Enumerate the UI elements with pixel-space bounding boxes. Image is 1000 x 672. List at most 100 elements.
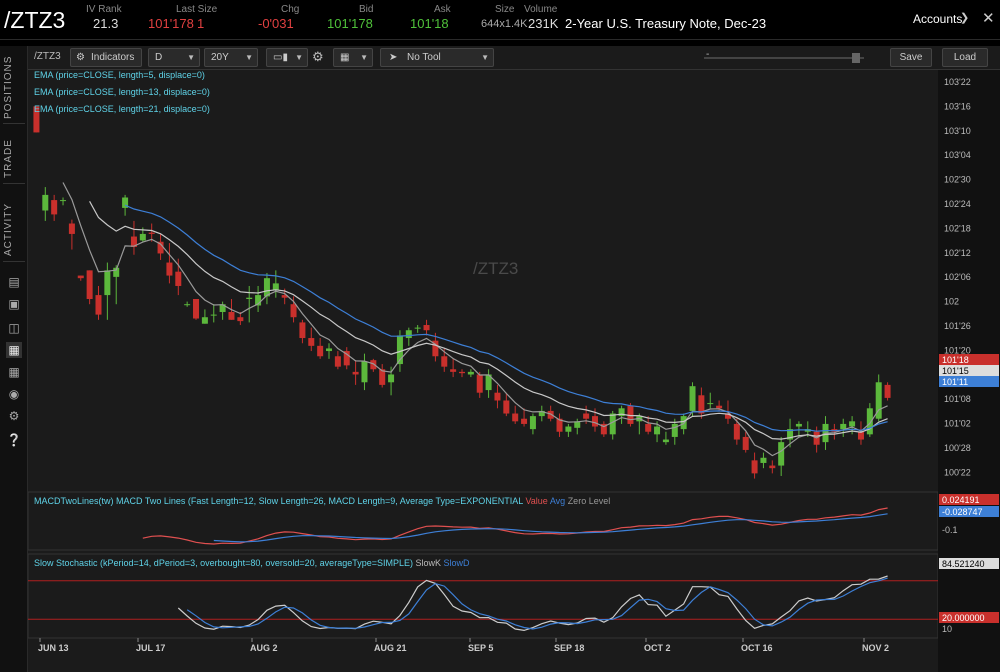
chevron-down-icon: ▼: [360, 53, 368, 62]
price-tag: [939, 365, 999, 376]
grid-icon[interactable]: ▦: [8, 365, 20, 379]
zoom-handle[interactable]: [852, 53, 860, 63]
last-size-label: Last Size: [176, 4, 218, 15]
bid-label: Bid: [359, 4, 374, 15]
ema5-label[interactable]: EMA (price=CLOSE, length=5, displace=0): [34, 70, 205, 80]
candle-body: [778, 442, 785, 466]
candle-body: [503, 400, 510, 414]
symbol-title[interactable]: /ZTZ3: [4, 7, 66, 33]
candle-body: [450, 369, 457, 372]
chevron-down-icon[interactable]: ❯: [960, 12, 970, 24]
price-axis-label: 102'12: [944, 248, 971, 258]
ema13-label[interactable]: EMA (price=CLOSE, length=13, displace=0): [34, 87, 210, 97]
candle-body: [583, 413, 590, 419]
zoom-minus[interactable]: -: [706, 49, 710, 60]
volume-label: Volume: [524, 4, 558, 15]
candle-body: [857, 431, 864, 440]
candle-body: [388, 374, 395, 383]
candle-body: [370, 360, 377, 370]
candle-body: [219, 304, 226, 313]
candle-body: [662, 439, 669, 443]
tab-activity[interactable]: ACTIVITY: [3, 198, 25, 262]
x-axis-label: OCT 2: [644, 643, 671, 653]
chevron-down-icon: ▼: [187, 53, 195, 62]
save-button[interactable]: Save: [890, 48, 932, 67]
candle-body: [95, 295, 102, 315]
price-axis-label: 101'26: [944, 321, 971, 331]
stochastic-pane: [28, 553, 939, 639]
candle-body: [68, 223, 75, 234]
zoom-slider[interactable]: [704, 57, 864, 59]
drawing-tool-select[interactable]: ➤ No Tool ▼: [380, 48, 494, 67]
stoch-axis-label: 84.521240: [942, 559, 985, 569]
tab-positions[interactable]: POSITIONS: [3, 54, 25, 124]
candle-body: [627, 405, 634, 424]
macd-title[interactable]: MACDTwoLines(tw) MACD Two Lines (Fast Le…: [34, 496, 610, 506]
price-tag-label: 101'15: [942, 366, 969, 376]
candle-body: [512, 413, 519, 422]
accounts-button[interactable]: Accounts: [913, 12, 963, 26]
macd-axis-label: -0.028747: [942, 507, 983, 517]
x-axis-label: JUN 13: [38, 643, 69, 653]
layout-select[interactable]: ▦ ▼: [333, 48, 373, 67]
aggregation-value: D: [155, 52, 163, 63]
stoch-d-line: [186, 577, 888, 630]
price-axis-label: 102'30: [944, 175, 971, 185]
macd-zero-legend: Zero Level: [567, 496, 611, 506]
candle-body: [42, 194, 49, 211]
help-icon[interactable]: ❔: [6, 433, 22, 447]
price-tag: [939, 376, 999, 387]
stoch-d-legend: SlowD: [443, 558, 470, 568]
watermark: /ZTZ3: [473, 259, 519, 278]
candle-body: [281, 295, 288, 298]
tab-trade[interactable]: TRADE: [3, 134, 25, 184]
candle-body: [574, 421, 581, 428]
chg-label: Chg: [281, 4, 300, 15]
chart-style-select[interactable]: ▭▮ ▼: [266, 48, 308, 67]
candle-body: [751, 460, 758, 474]
monitor-icon[interactable]: ▣: [8, 297, 20, 311]
period-value: 20Y: [211, 52, 229, 63]
bid-value: 101'178: [327, 16, 373, 31]
gear-icon[interactable]: ⚙: [8, 409, 20, 423]
candle-body: [130, 236, 137, 247]
candle-body: [521, 418, 528, 424]
stoch-title[interactable]: Slow Stochastic (kPeriod=14, dPeriod=3, …: [34, 558, 470, 568]
candle-body: [86, 270, 93, 299]
candle-body: [201, 317, 208, 324]
settings-icon[interactable]: ⚙: [312, 49, 324, 64]
candle-body: [352, 371, 359, 375]
close-icon[interactable]: ✕: [982, 10, 995, 27]
macd-pane: [28, 491, 939, 551]
chart-symbol[interactable]: /ZTZ3: [34, 51, 61, 62]
chart-icon[interactable]: ▦: [6, 342, 22, 358]
price-axis-label: 101'02: [944, 419, 971, 429]
load-button[interactable]: Load: [942, 48, 988, 67]
chart-area[interactable]: 103'22 103'16 103'10 103'04 102'30 102'24 102'…: [28, 70, 1000, 672]
price-axis-label: 102'24: [944, 199, 971, 209]
list-icon[interactable]: ▤: [8, 275, 20, 289]
period-select[interactable]: 20Y ▼: [204, 48, 258, 67]
macd-value-line: [142, 507, 888, 545]
candle-body: [343, 351, 350, 366]
candle-body: [547, 410, 554, 419]
tv-icon[interactable]: ◫: [8, 321, 20, 335]
candle-body: [671, 423, 678, 437]
candle-body: [175, 271, 182, 286]
instrument-description: 2-Year U.S. Treasury Note, Dec-23: [565, 16, 767, 31]
indicators-button[interactable]: ⚙ Indicators: [70, 48, 142, 67]
candle-body: [556, 418, 563, 432]
macd-title-text: MACDTwoLines(tw) MACD Two Lines (Fast Le…: [34, 496, 523, 506]
aggregation-select[interactable]: D ▼: [148, 48, 200, 67]
candle-body: [565, 426, 572, 432]
last-price: 101'178: [148, 16, 194, 31]
candle-body: [432, 340, 439, 357]
candle-body: [263, 278, 270, 297]
candle-body: [272, 283, 279, 290]
ema21-label[interactable]: EMA (price=CLOSE, length=21, displace=0): [34, 104, 210, 114]
chart-svg[interactable]: 103'22 103'16 103'10 103'04 102'30 102'24 102'…: [28, 70, 1000, 672]
size-value: 644x1.4K: [481, 18, 528, 30]
candle-body: [317, 345, 324, 357]
dashboard-icon[interactable]: ◉: [8, 387, 20, 401]
candle-body: [210, 314, 217, 316]
